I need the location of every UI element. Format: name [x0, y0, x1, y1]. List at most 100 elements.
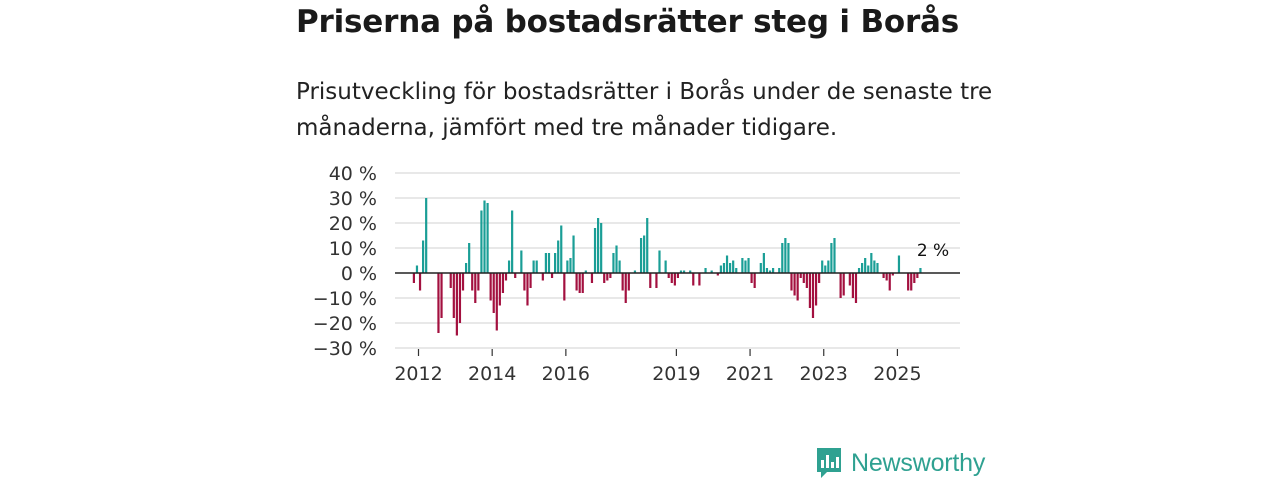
bar-positive	[593, 228, 597, 273]
y-tick-label: −20 %	[313, 313, 377, 335]
bar-positive	[557, 240, 560, 273]
bar-negative	[698, 273, 701, 286]
y-tick-label: 0 %	[341, 263, 377, 285]
bar-negative	[627, 273, 630, 291]
bar-negative	[811, 273, 815, 318]
bar-positive	[735, 268, 738, 273]
bar-negative	[891, 273, 894, 276]
bar-negative	[474, 273, 477, 303]
bar-negative	[842, 273, 845, 296]
bar-positive	[768, 270, 772, 273]
bar-positive	[560, 225, 563, 273]
bar-negative	[603, 273, 606, 283]
x-tick-label: 2021	[726, 363, 774, 385]
bar-negative	[529, 273, 532, 288]
bar-positive	[612, 253, 615, 273]
bar-negative	[796, 273, 799, 301]
bar-negative	[550, 273, 554, 278]
bar-negative	[851, 273, 854, 298]
bar-positive	[507, 260, 511, 273]
bar-positive	[876, 263, 879, 273]
bar-positive	[827, 260, 830, 273]
bar-negative	[673, 273, 676, 286]
y-tick-label: 30 %	[329, 188, 377, 210]
bar-negative	[716, 273, 719, 276]
bar-positive	[704, 268, 707, 273]
bar-positive	[897, 255, 901, 273]
bar-negative	[437, 273, 440, 333]
bar-positive	[520, 250, 523, 273]
bar-positive	[464, 263, 468, 273]
bar-negative	[848, 273, 851, 286]
bar-negative	[492, 273, 495, 313]
bar-positive	[618, 260, 621, 273]
y-tick-label: −30 %	[313, 338, 377, 360]
chart-annotations: 2 %	[917, 241, 949, 261]
x-axis-labels: 2012 2014 2016 2019 2021 2023 2025	[394, 349, 922, 385]
bar-negative	[790, 273, 793, 291]
chart-bars	[412, 198, 922, 336]
bar-negative	[477, 273, 480, 291]
bar-positive	[682, 270, 686, 273]
bar-positive	[422, 240, 425, 273]
y-tick-label: 10 %	[329, 238, 377, 260]
bar-negative	[916, 273, 919, 278]
y-axis-labels: 40 % 30 % 20 % 10 % 0 % −10 % −20 % −30 %	[313, 163, 377, 360]
bar-positive	[483, 200, 486, 273]
bar-positive	[830, 243, 833, 273]
x-tick-label: 2014	[468, 363, 516, 385]
bar-positive	[646, 218, 649, 273]
bar-negative	[501, 273, 505, 293]
y-tick-label: 40 %	[329, 163, 377, 185]
bar-negative	[839, 273, 842, 298]
bar-positive	[710, 270, 713, 273]
bar-positive	[569, 258, 572, 273]
bar-negative	[655, 273, 658, 288]
bar-positive	[415, 265, 419, 273]
brand-name: Newsworthy	[851, 448, 986, 477]
bar-negative	[471, 273, 474, 291]
bar-positive	[689, 270, 692, 273]
newsworthy-logo: Newsworthy	[815, 446, 985, 480]
bar-positive	[771, 268, 775, 273]
bar-negative	[418, 273, 422, 291]
y-tick-label: −10 %	[313, 288, 377, 310]
bar-positive	[658, 250, 661, 273]
bar-negative	[670, 273, 673, 283]
newsworthy-logo-icon	[817, 448, 841, 478]
bar-positive	[784, 238, 787, 273]
bar-positive	[544, 253, 547, 273]
bar-positive	[615, 245, 618, 273]
bar-negative	[578, 273, 581, 293]
bar-positive	[747, 258, 750, 273]
bar-positive	[762, 253, 765, 273]
x-tick-label: 2012	[394, 363, 442, 385]
bar-positive	[867, 265, 870, 273]
bar-positive	[833, 238, 836, 273]
bar-positive	[725, 255, 729, 273]
chart-gridlines	[395, 172, 960, 349]
bar-positive	[821, 260, 824, 273]
bar-negative	[523, 273, 526, 291]
bar-positive	[664, 260, 667, 273]
bar-negative	[526, 273, 529, 306]
bar-negative	[907, 273, 910, 291]
x-tick-label: 2019	[652, 363, 700, 385]
bar-positive	[719, 265, 722, 273]
bar-negative	[676, 273, 680, 278]
bar-negative	[498, 273, 501, 306]
bar-positive	[584, 270, 587, 273]
bar-negative	[913, 273, 916, 283]
bar-negative	[799, 273, 802, 278]
bar-negative	[590, 273, 594, 283]
bar-negative	[649, 273, 652, 288]
x-tick-label: 2023	[800, 363, 848, 385]
bar-positive	[486, 203, 489, 273]
bar-positive	[824, 265, 827, 273]
x-tick-label: 2016	[542, 363, 590, 385]
bar-positive	[679, 270, 683, 273]
bar-negative	[458, 273, 462, 323]
bar-positive	[572, 235, 575, 273]
bar-negative	[461, 273, 465, 291]
